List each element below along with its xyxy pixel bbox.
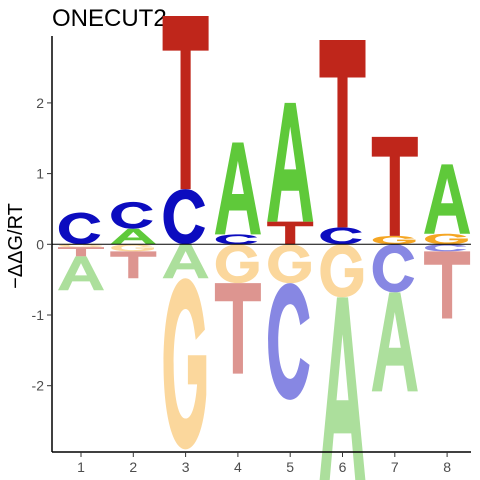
chart-title: ONECUT2	[52, 5, 167, 32]
logo-letter-g-pos-3	[163, 278, 207, 450]
logo-letter-c-pos-3	[163, 189, 205, 245]
logo-letter-a-pos-8	[424, 164, 471, 234]
x-tick-label: 8	[443, 459, 451, 475]
logo-letter-g-pos-8	[425, 233, 468, 245]
logo-letter-a-pos-5	[267, 102, 314, 222]
y-tick-label: 1	[36, 166, 44, 182]
logo-letter-t-pos-2	[110, 251, 157, 279]
y-tick-label: 2	[36, 95, 44, 111]
x-tick-label: 6	[339, 459, 347, 475]
logo-letter-g-pos-2	[111, 244, 154, 252]
logo-letter-c-pos-1	[58, 212, 101, 245]
y-tick-label: -2	[32, 378, 45, 394]
logo-letters	[58, 15, 471, 480]
logo-letter-g-pos-1	[58, 244, 102, 248]
logo-letter-t-pos-4	[214, 283, 261, 374]
y-tick-label: -1	[32, 307, 45, 323]
logo-letter-c-pos-6	[320, 227, 362, 245]
x-tick-label: 3	[182, 459, 190, 475]
y-axis-ticks: -2 -1 0 1 2	[32, 95, 52, 394]
logo-letter-c-pos-4	[215, 234, 258, 245]
x-tick-label: 7	[391, 459, 399, 475]
y-axis-title: −ΔΔG/RT	[5, 203, 27, 289]
logo-letter-c-pos-5	[268, 283, 310, 400]
logo-letter-g-pos-7	[372, 235, 416, 245]
logo-letter-t-pos-8	[424, 251, 471, 319]
logo-letter-c-pos-7	[372, 244, 415, 293]
logo-letter-t-pos-6	[319, 39, 366, 228]
logo-letter-a-pos-4	[214, 142, 261, 235]
logo-letter-a-pos-2	[110, 228, 157, 245]
logo-letter-g-pos-5	[268, 244, 311, 284]
logo-letter-t-pos-7	[371, 136, 418, 236]
logo-letter-c-pos-2	[111, 201, 153, 229]
logo-letter-c-pos-8	[425, 244, 467, 252]
logo-letter-a-pos-3	[162, 244, 209, 279]
x-tick-label: 5	[286, 459, 294, 475]
logo-letter-a-pos-6	[319, 297, 366, 480]
logo-letter-g-pos-6	[320, 244, 364, 298]
y-tick-label: 0	[36, 236, 44, 252]
x-tick-label: 1	[77, 459, 85, 475]
logo-letter-t-pos-1	[58, 247, 104, 257]
logo-letter-t-pos-5	[267, 221, 314, 245]
x-axis-ticks: 1 2 3 4 5 6 7 8	[77, 452, 451, 475]
logo-letter-g-pos-4	[215, 244, 259, 284]
logo-letter-a-pos-1	[58, 256, 104, 291]
x-tick-label: 2	[129, 459, 137, 475]
x-tick-label: 4	[234, 459, 242, 475]
logo-letter-t-pos-3	[162, 15, 209, 190]
logo-letter-a-pos-7	[371, 292, 418, 392]
